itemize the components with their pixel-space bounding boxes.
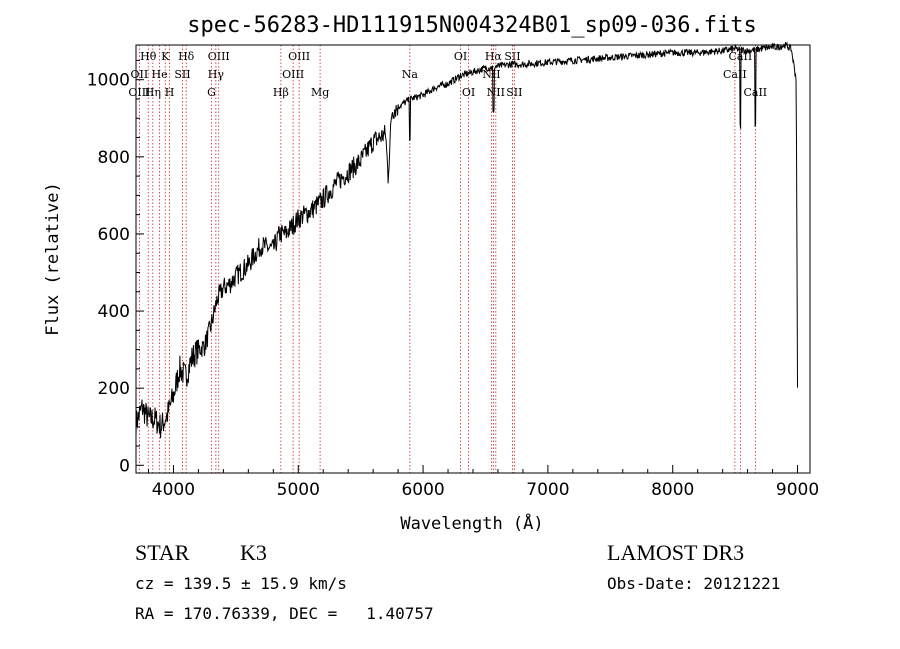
emission-line-label: Hθ bbox=[140, 50, 157, 63]
survey-name: LAMOST DR3 bbox=[607, 540, 745, 565]
emission-line-label: OII bbox=[131, 68, 149, 81]
emission-line-label: OIII bbox=[288, 50, 310, 63]
emission-line-label: SII bbox=[504, 50, 520, 63]
emission-line-label: OI bbox=[454, 50, 467, 63]
object-subclass: K3 bbox=[240, 540, 267, 565]
emission-line-label: SII bbox=[174, 68, 190, 81]
x-tick-label: 8000 bbox=[651, 480, 694, 500]
emission-line-label: OIII bbox=[282, 68, 304, 81]
emission-line-label: CaII bbox=[723, 68, 747, 81]
y-axis: 0 200 400 600 800 1000 bbox=[87, 59, 144, 476]
emission-line-label: He bbox=[152, 68, 168, 81]
emission-line-label: Hδ bbox=[178, 50, 195, 63]
y-tick-label: 1000 bbox=[87, 71, 130, 91]
emission-line-label: Na bbox=[402, 68, 419, 81]
y-tick-label: 400 bbox=[98, 302, 130, 322]
spectrum-line bbox=[135, 41, 798, 439]
x-tick-label: 5000 bbox=[277, 480, 320, 500]
redshift-value: cz = 139.5 ± 15.9 km/s bbox=[135, 574, 347, 593]
emission-line-label: NII bbox=[482, 68, 500, 81]
emission-line-label: OI bbox=[462, 86, 475, 99]
x-tick-label: 7000 bbox=[526, 480, 569, 500]
plot-frame bbox=[135, 44, 811, 474]
y-axis-label: Flux (relative) bbox=[43, 182, 63, 336]
emission-line-markers: Hθ OII OIII K He Hη Hδ SII H OIII Hγ G OIII OIII Hβ Mg N… bbox=[128, 45, 767, 473]
y-tick-label: 600 bbox=[98, 225, 130, 245]
spectrum-series bbox=[135, 41, 798, 439]
emission-line-label: Hα bbox=[485, 50, 503, 63]
x-tick-label: 4000 bbox=[152, 480, 195, 500]
observation-date: Obs-Date: 20121221 bbox=[607, 574, 781, 593]
object-class: STAR bbox=[135, 540, 190, 565]
emission-line-label: K bbox=[161, 50, 170, 63]
y-tick-label: 0 bbox=[119, 456, 130, 476]
emission-line-label: Hγ bbox=[208, 68, 225, 81]
emission-line-label: NII bbox=[487, 86, 505, 99]
emission-line-label: Hβ bbox=[273, 86, 289, 99]
emission-line-label: OIII bbox=[128, 86, 150, 99]
emission-line-label: H bbox=[165, 86, 175, 99]
emission-line-label: SII bbox=[506, 86, 522, 99]
emission-line-label: G bbox=[207, 86, 216, 99]
x-tick-label: 9000 bbox=[776, 480, 819, 500]
emission-line-label: OIII bbox=[208, 50, 230, 63]
x-axis: 4000 5000 6000 7000 8000 9000 bbox=[147, 465, 819, 500]
y-tick-label: 200 bbox=[98, 379, 130, 399]
x-axis-label: Wavelength (Å) bbox=[400, 512, 543, 534]
chart-title: spec-56283-HD111915N004324B01_sp09-036.f… bbox=[187, 13, 757, 38]
emission-line-label: Hη bbox=[145, 86, 161, 99]
emission-line-label: Mg bbox=[311, 86, 329, 99]
x-tick-label: 6000 bbox=[401, 480, 444, 500]
y-tick-label: 800 bbox=[98, 148, 130, 168]
coordinates: RA = 170.76339, DEC = 1.40757 bbox=[135, 604, 434, 623]
